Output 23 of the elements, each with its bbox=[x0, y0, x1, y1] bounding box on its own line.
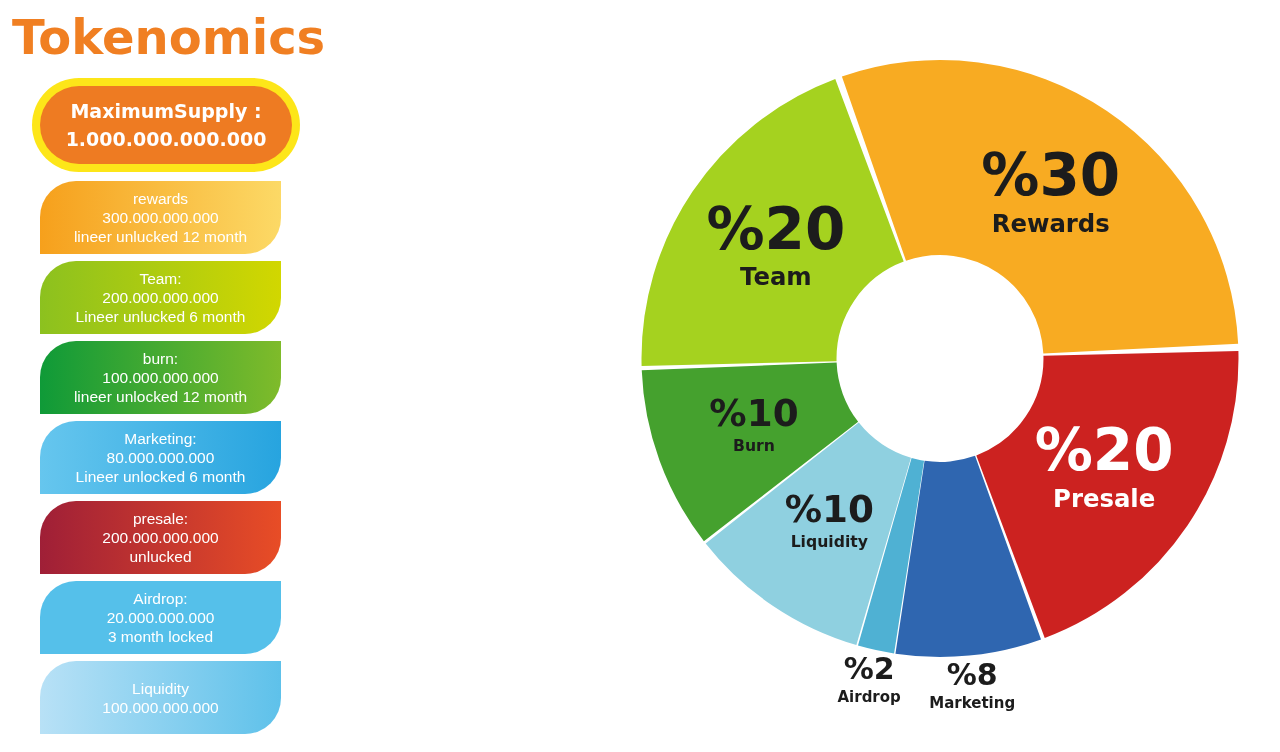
slice-label: Presale bbox=[1053, 483, 1156, 513]
data-label: %20 bbox=[1034, 416, 1174, 485]
slice-label: Airdrop bbox=[837, 687, 902, 706]
info-card: Team: 200.000.000.000 Lineer unlucked 6 month bbox=[40, 261, 281, 334]
data-label: %8 bbox=[946, 657, 998, 693]
slice-label: Liquidity bbox=[790, 532, 868, 552]
slice-label: Team bbox=[740, 262, 812, 292]
data-label: %2 bbox=[843, 651, 895, 687]
text: Tokenomics bbox=[12, 8, 326, 67]
info-card: Liquidity 100.000.000.000 bbox=[40, 661, 281, 734]
info-card: presale: 200.000.000.000 unlucked bbox=[40, 501, 281, 574]
data-label: %20 bbox=[706, 194, 846, 263]
data-label: %30 bbox=[981, 141, 1121, 210]
data-label: %10 bbox=[709, 391, 799, 436]
info-card: burn: 100.000.000.000 lineer unlocked 12 month bbox=[40, 341, 281, 414]
info-card: rewards 300.000.000.000 lineer unlucked 12 month bbox=[40, 181, 281, 254]
pill-badge: MaximumSupply : 1.000.000.000.000 bbox=[32, 78, 300, 172]
info-card: Airdrop: 20.000.000.000 3 month locked bbox=[40, 581, 281, 654]
slice-label: Burn bbox=[732, 435, 775, 455]
data-label: %10 bbox=[784, 487, 874, 532]
slice-label: Marketing bbox=[929, 693, 1016, 712]
info-card: Marketing: 80.000.000.000 Lineer unlocked 6 month bbox=[40, 421, 281, 494]
slice-label: Rewards bbox=[991, 208, 1110, 238]
